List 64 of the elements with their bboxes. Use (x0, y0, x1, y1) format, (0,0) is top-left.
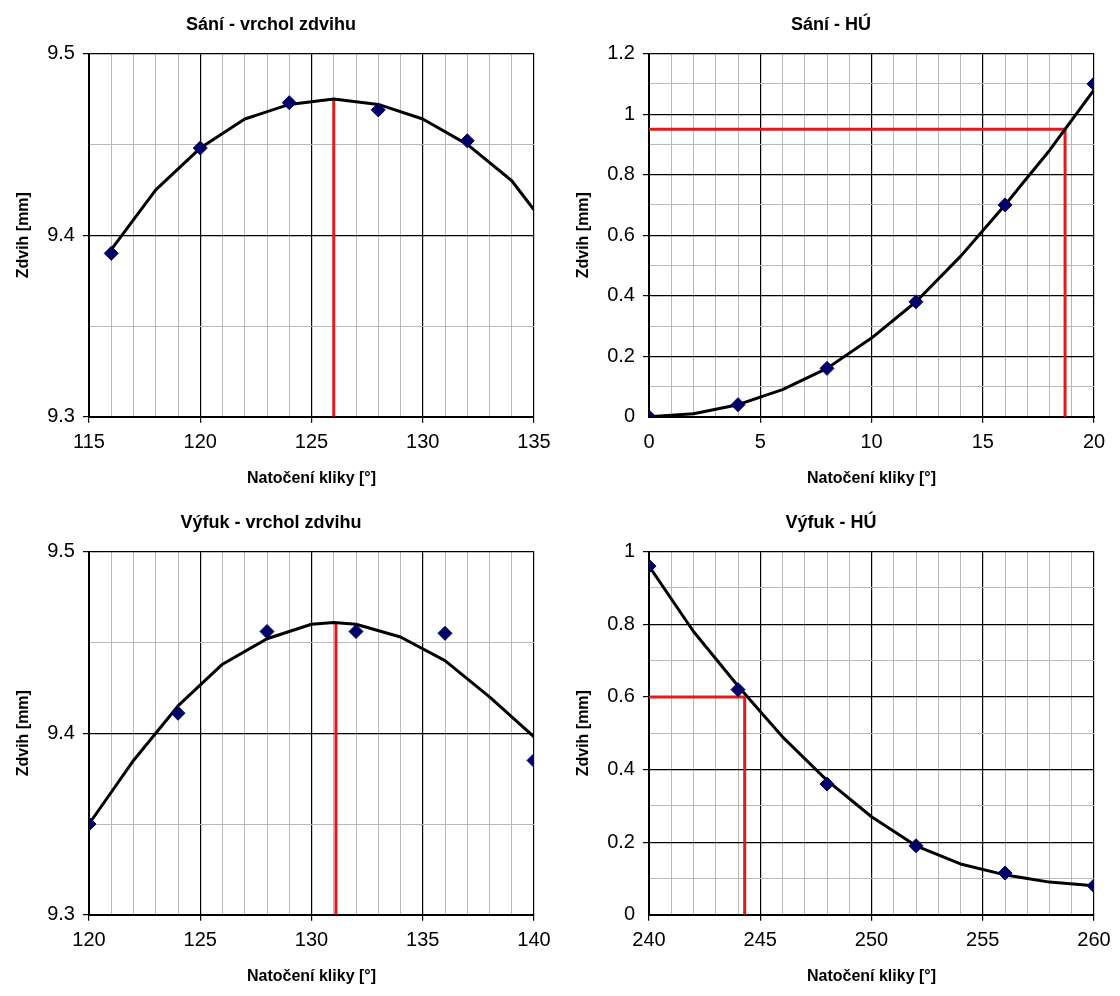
x-tick-label: 125 (183, 928, 217, 951)
y-tick-label: 0.8 (607, 162, 635, 185)
point (259, 624, 275, 639)
x-tick-label: 245 (743, 928, 777, 951)
x-tick-label: 15 (971, 430, 994, 453)
point (997, 197, 1013, 213)
x-tick-label: 5 (754, 430, 766, 453)
x-axis-title: Natočení kliky [°] (806, 966, 937, 984)
point (370, 102, 386, 118)
x-tick-label: 260 (1077, 928, 1111, 951)
point (819, 776, 835, 792)
point (819, 360, 835, 376)
chart-title: Sání - HÚ (790, 12, 872, 34)
point (908, 294, 924, 310)
point (192, 140, 208, 156)
y-tick-label: 0.4 (607, 283, 635, 306)
y-tick-label: 0.8 (607, 611, 635, 634)
chart-title: Výfuk - vrchol zdvihu (180, 511, 362, 532)
x-tick-label: 10 (860, 430, 883, 453)
y-tick-label: 0.2 (607, 343, 635, 366)
x-tick-label: 20 (1082, 430, 1106, 453)
point (281, 95, 297, 111)
point (730, 397, 746, 413)
x-tick-label: 130 (406, 430, 440, 453)
x-tick-label: 135 (517, 430, 551, 453)
y-tick-label: 9.4 (47, 720, 75, 743)
y-tick-label: 0 (623, 404, 635, 427)
x-axis-title: Natočení kliky [°] (246, 966, 377, 984)
x-tick-label: 240 (632, 928, 666, 951)
y-tick-label: 0.2 (607, 829, 635, 852)
x-tick-label: 120 (183, 430, 217, 453)
chart-title: Sání - vrchol zdvihu (185, 13, 357, 34)
y-tick-label: 9.5 (47, 41, 75, 64)
point (908, 838, 924, 854)
point (459, 133, 475, 149)
y-axis-title: Zdvih [mm] (574, 192, 592, 279)
x-tick-label: 0 (643, 430, 655, 453)
y-tick-label: 0 (623, 902, 635, 925)
x-tick-label: 125 (294, 430, 329, 453)
y-axis-title: Zdvih [mm] (14, 690, 32, 777)
y-tick-label: 0.4 (607, 757, 635, 780)
point (103, 245, 119, 261)
x-tick-label: 250 (854, 928, 889, 951)
x-tick-label: 120 (72, 928, 106, 951)
x-tick-label: 115 (73, 430, 105, 453)
y-tick-label: 1.2 (607, 41, 635, 64)
y-tick-label: 9.3 (47, 902, 75, 925)
x-tick-label: 140 (517, 928, 551, 951)
y-tick-label: 0.6 (607, 222, 635, 245)
y-tick-label: 9.3 (47, 404, 75, 427)
y-tick-label: 9.4 (47, 222, 75, 245)
chart-title: Výfuk - HÚ (785, 510, 877, 532)
x-tick-label: 130 (294, 928, 329, 951)
x-axis-title: Natočení kliky [°] (246, 468, 377, 486)
y-tick-label: 1 (623, 101, 635, 124)
x-axis-title: Natočení kliky [°] (806, 468, 937, 486)
x-tick-label: 135 (406, 928, 440, 951)
y-tick-label: 9.5 (47, 539, 75, 562)
x-tick-label: 255 (966, 928, 1000, 951)
y-tick-label: 1 (623, 539, 635, 562)
y-axis-title: Zdvih [mm] (14, 192, 32, 279)
y-axis-title: Zdvih [mm] (574, 690, 592, 777)
y-tick-label: 0.6 (607, 684, 635, 707)
point (348, 624, 364, 639)
